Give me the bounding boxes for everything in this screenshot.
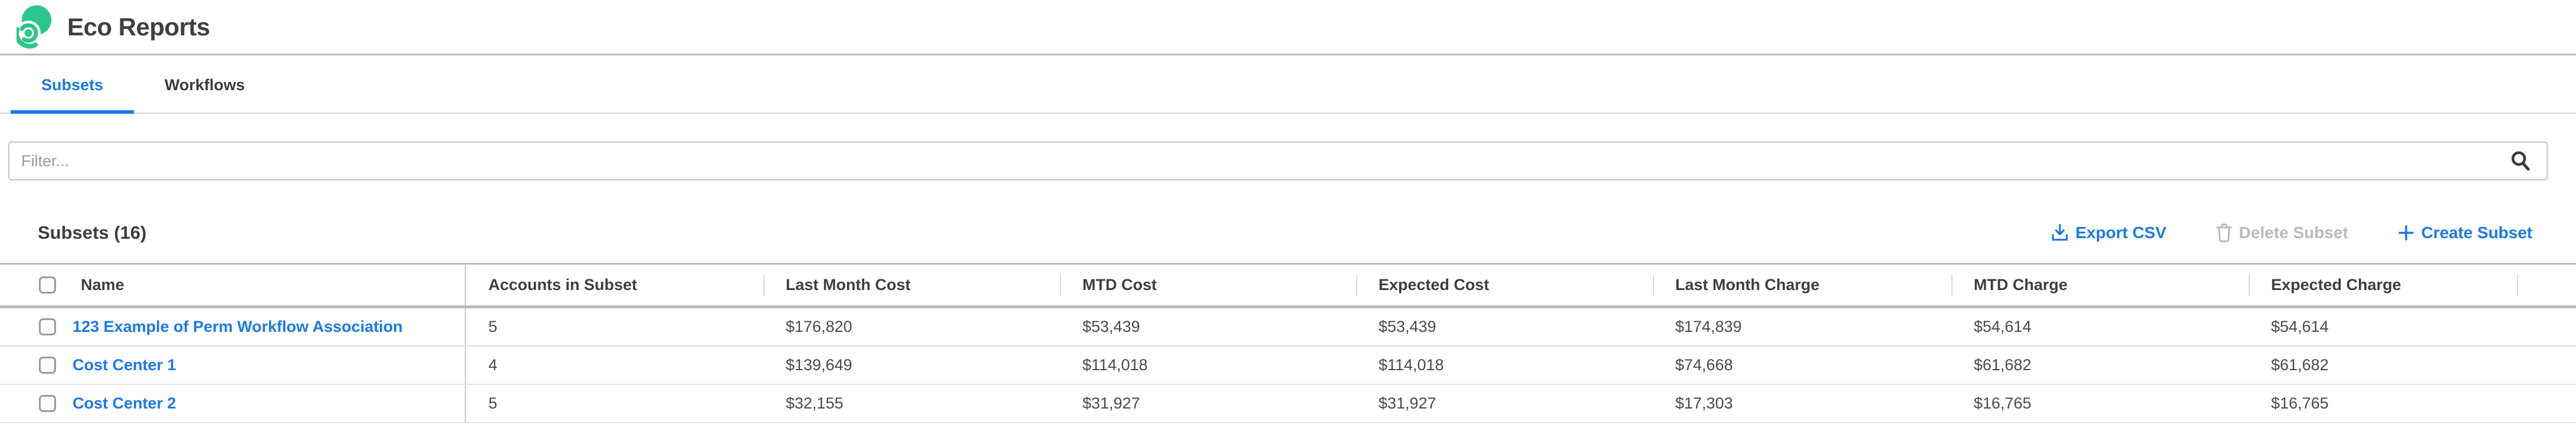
section-heading: Subsets (16) [38,222,147,243]
download-icon [2052,223,2068,241]
cell-last-month-cost: $32,155 [786,394,844,412]
cell-name: 123 Example of Perm Workflow Association [0,308,466,345]
cell-accounts: 5 [488,318,498,335]
app-logo-icon [17,5,51,48]
cell-last-month-charge: $17,303 [1675,394,1733,412]
create-subset-button[interactable]: Create Subset [2398,223,2532,242]
column-header-accounts[interactable]: Accounts in Subset [488,276,638,294]
trash-icon [2216,223,2232,242]
table-row: 123 Example of Perm Workflow Association… [0,308,2576,347]
column-header-mtd-cost[interactable]: MTD Cost [1060,265,1356,305]
tab-workflows[interactable]: Workflows [165,75,245,94]
subset-link[interactable]: 123 Example of Perm Workflow Association [73,318,403,335]
table-header-row: Name Accounts in Subset Last Month Cost … [0,263,2576,308]
delete-subset-button[interactable]: Delete Subset [2216,223,2348,242]
app-header: Eco Reports [0,0,2576,55]
export-csv-button[interactable]: Export CSV [2051,223,2167,242]
table-row: Cost Center 1 4 $139,649 $114,018 $114,0… [0,347,2576,385]
table-row: Cost Center 2 5 $32,155 $31,927 $31,927 … [0,385,2576,423]
cell-expected-cost: $114,018 [1379,356,1444,374]
column-divider [2517,274,2518,296]
column-header-expected-cost[interactable]: Expected Cost [1356,265,1653,305]
cell-mtd-charge: $54,614 [1974,318,2032,335]
cell-last-month-cost: $139,649 [786,356,852,374]
row-checkbox[interactable] [39,395,56,412]
column-header-expected-charge[interactable]: Expected Charge [2249,265,2576,305]
column-header-name[interactable]: Name [0,265,466,305]
export-csv-label: Export CSV [2075,223,2167,242]
select-all-checkbox[interactable] [39,276,56,294]
cell-expected-charge: $54,614 [2271,318,2329,335]
subsets-table: Name Accounts in Subset Last Month Cost … [0,263,2576,423]
subset-link[interactable]: Cost Center 1 [73,356,176,374]
cell-mtd-cost: $114,018 [1082,356,1148,374]
cell-mtd-charge: $61,682 [1974,356,2032,374]
cell-expected-charge: $61,682 [2271,356,2329,374]
cell-mtd-cost: $31,927 [1082,394,1140,412]
tab-bar: Subsets Workflows [0,57,2576,114]
column-header-mtd-charge[interactable]: MTD Charge [1951,265,2249,305]
tab-subsets[interactable]: Subsets [11,57,134,114]
plus-icon [2398,225,2414,240]
column-header-last-month-charge[interactable]: Last Month Charge [1653,265,1951,305]
create-subset-label: Create Subset [2421,223,2532,242]
cell-expected-cost: $31,927 [1379,394,1436,412]
cell-last-month-charge: $74,668 [1675,356,1733,374]
cell-mtd-cost: $53,439 [1082,318,1140,335]
cell-accounts: 4 [488,356,498,374]
cell-expected-charge: $16,765 [2271,394,2329,412]
search-icon[interactable] [2511,150,2531,172]
page-title: Eco Reports [67,12,210,41]
row-checkbox[interactable] [39,357,56,374]
filter-input[interactable] [8,141,2548,180]
cell-name: Cost Center 1 [0,347,466,384]
filter-container [0,141,2576,180]
cell-accounts: 5 [488,394,498,412]
cell-expected-cost: $53,439 [1379,318,1436,335]
cell-last-month-cost: $176,820 [786,318,852,335]
column-header-label: Name [81,276,124,294]
section-row: Subsets (16) Export CSV Delete Subset Cr… [38,217,2532,249]
column-header-last-month-cost[interactable]: Last Month Cost [763,265,1060,305]
subset-link[interactable]: Cost Center 2 [73,394,176,412]
cell-name: Cost Center 2 [0,385,466,422]
cell-mtd-charge: $16,765 [1974,394,2032,412]
row-checkbox[interactable] [39,318,56,335]
cell-last-month-charge: $174,839 [1675,318,1742,335]
delete-subset-label: Delete Subset [2239,223,2348,242]
section-actions: Export CSV Delete Subset Create Subset [2051,223,2532,242]
